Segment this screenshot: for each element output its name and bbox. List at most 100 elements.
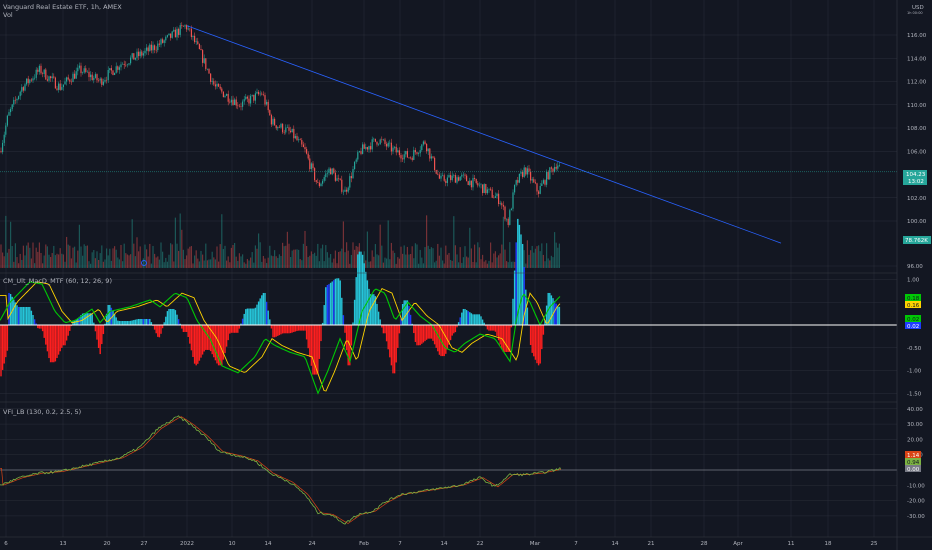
macd-histogram-bar (253, 308, 255, 326)
volume-bar (354, 249, 356, 268)
macd-histogram-bar (235, 325, 237, 333)
volume-bar (461, 262, 463, 268)
volume-bar (6, 252, 8, 268)
candle-body (173, 29, 175, 32)
macd-histogram-bar (339, 280, 341, 326)
macd-histogram-bar (502, 325, 505, 352)
macd-histogram-bar (357, 254, 359, 326)
candle-body (421, 144, 423, 151)
volume-bar (32, 242, 34, 268)
candle-body (384, 139, 386, 144)
candle-body (518, 173, 520, 183)
macd-histogram-bar (414, 325, 417, 342)
candle-body (152, 45, 154, 51)
macd-histogram-bar (467, 311, 469, 326)
volume-bar (422, 263, 424, 268)
volume-bar (443, 263, 445, 268)
candle-body (275, 125, 277, 129)
volume-bar (406, 246, 408, 268)
volume-bar (189, 246, 191, 268)
candle-body (510, 208, 512, 211)
macd-line (0, 281, 561, 395)
candle-body (506, 218, 508, 220)
candle-body (306, 149, 308, 154)
candle-body (315, 180, 317, 183)
volume-bar (382, 262, 384, 268)
macd-histogram-bar (397, 325, 399, 348)
candle-body (389, 142, 391, 144)
macd-histogram-bar (513, 270, 516, 326)
last-price-tag: 104.23 (906, 172, 926, 178)
volume-bar (392, 250, 394, 268)
volume-bar (539, 251, 541, 268)
volume-bar (534, 248, 536, 268)
x-tick-label: 10 (229, 541, 236, 547)
volume-bar (117, 257, 119, 268)
candle-body (264, 95, 266, 105)
vfi-tag-2: 0.94 (907, 460, 920, 466)
candle-body (392, 147, 394, 152)
macd-histogram-bar (70, 325, 73, 327)
candle-body (394, 146, 396, 148)
candle-body (310, 163, 312, 170)
macd-histogram-bar (264, 292, 266, 326)
volume-bar (30, 258, 32, 268)
volume-bar (538, 245, 540, 268)
candle-body (339, 178, 341, 180)
candle-body (418, 153, 420, 154)
candle-body (317, 182, 319, 183)
volume-bar (45, 244, 47, 268)
volume-bar (134, 256, 136, 268)
macd-histogram-bar (261, 295, 263, 326)
macd-histogram-bar (217, 325, 220, 366)
volume-bar (250, 257, 252, 268)
volume-bar (381, 245, 383, 268)
macd-histogram-bar (51, 325, 53, 363)
macd-histogram-bar (488, 325, 490, 331)
currency-label[interactable]: USD (912, 5, 924, 11)
macd-histogram-bar (158, 325, 161, 338)
volume-bar (160, 242, 162, 268)
macd-histogram-bar (352, 322, 354, 326)
macd-title[interactable]: CM_Ult_MacD_MTF (60, 12, 26, 9) (3, 277, 112, 285)
price-tick-label: 102.00 (907, 196, 927, 202)
macd-histogram-bar (512, 298, 514, 326)
volume-bar (472, 261, 474, 268)
candle-body (304, 147, 306, 150)
macd-histogram-bar (475, 314, 477, 326)
volume-bar (344, 252, 346, 268)
macd-histogram-bar (470, 313, 473, 326)
volume-bar (355, 246, 357, 268)
volume-bar (419, 249, 421, 268)
candle-body (360, 151, 362, 154)
macd-histogram-bar (267, 310, 269, 326)
macd-histogram-bar (259, 298, 261, 326)
volume-bar (312, 254, 314, 268)
macd-histogram-bar (553, 300, 556, 326)
volume-bar (379, 224, 381, 268)
candle-body (355, 159, 357, 162)
macd-histogram-bar (315, 325, 317, 375)
volume-bar (152, 245, 154, 268)
candle-body (318, 182, 320, 187)
macd-histogram-bar (256, 304, 258, 326)
volume-bar (131, 219, 133, 268)
volume-bar (203, 260, 205, 268)
candle-body (150, 44, 152, 51)
volume-bar (523, 250, 525, 268)
macd-tick-label: -1.50 (907, 391, 922, 397)
symbol-title[interactable]: Vanguard Real Estate ETF, 1h, AMEX (3, 3, 122, 11)
volume-bar (213, 257, 215, 268)
volume-bar (275, 256, 277, 268)
volume-bar (426, 215, 428, 268)
macd-histogram-bar (118, 320, 121, 326)
macd-histogram-bar (459, 317, 461, 326)
candle-body (147, 47, 149, 52)
macd-histogram-bar (307, 325, 309, 349)
volume-bar (259, 242, 261, 268)
vfi-title[interactable]: VFI_LB (130, 0.2, 2.5, 5) (3, 408, 81, 416)
candle-body (77, 67, 79, 72)
candle-body (496, 193, 498, 197)
volume-bar (38, 242, 40, 268)
